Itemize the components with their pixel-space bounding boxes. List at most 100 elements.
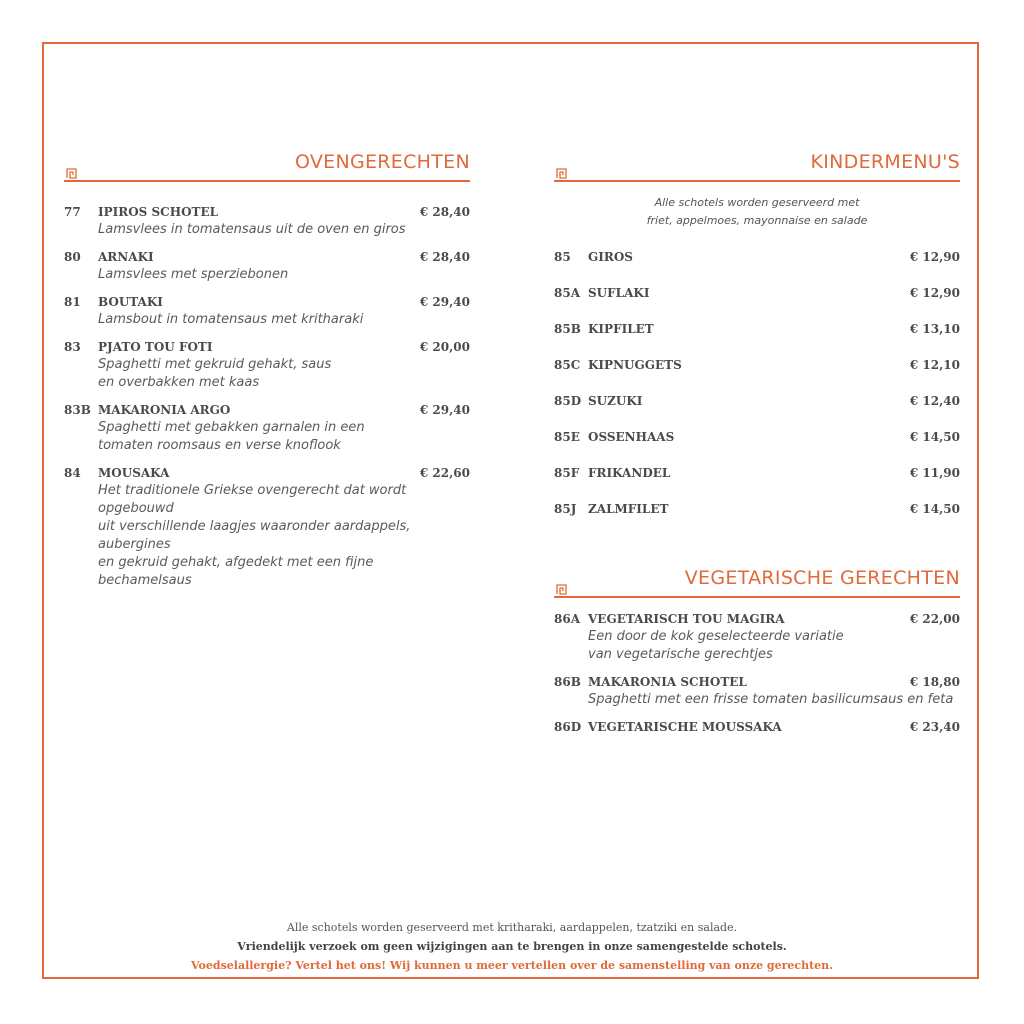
menu-item: 85J ZALMFILET € 14,50 (554, 500, 960, 518)
item-number: 85D (554, 394, 582, 408)
item-description: Spaghetti met gekruid gehakt, saus (98, 357, 332, 372)
greek-meander-icon (556, 168, 567, 179)
section-title: KINDERMENU'S (810, 151, 960, 173)
item-price: € 13,10 (909, 322, 960, 336)
item-number: 84 (64, 466, 81, 480)
item-number: 85B (554, 322, 581, 336)
item-name: ZALMFILET (588, 502, 669, 516)
intro-line: Alle schotels worden geserveerd met (654, 196, 860, 209)
item-price: € 12,90 (909, 286, 960, 300)
menu-item-row: 84 MOUSAKA € 22,60 (64, 464, 470, 482)
menu-item: 85E OSSENHAAS € 14,50 (554, 428, 960, 446)
item-description: Spaghetti met gebakken garnalen in een (98, 420, 365, 435)
menu-item-row: 85 GIROS € 12,90 (554, 248, 960, 266)
menu-item-row: 77 IPIROS SCHOTEL € 28,40 (64, 203, 470, 221)
item-name: VEGETARISCH TOU MAGIRA (588, 612, 785, 626)
item-name: OSSENHAAS (588, 430, 675, 444)
menu-item-row: 80 ARNAKI € 28,40 (64, 248, 470, 266)
footer-serving-note: Alle schotels worden geserveerd met krit… (286, 921, 738, 934)
menu-item-row: 83 PJATO TOU FOTI € 20,00 (64, 338, 470, 356)
item-price: € 11,90 (909, 466, 960, 480)
item-price: € 18,80 (909, 675, 960, 689)
footer-allergy-note: Voedselallergie? Vertel het ons! Wij kun… (191, 959, 833, 972)
item-number: 85J (554, 502, 577, 516)
section-header: VEGETARISCHE GERECHTEN (554, 566, 960, 598)
menu-item: 85F FRIKANDEL € 11,90 (554, 464, 960, 482)
menu-item: 83B MAKARONIA ARGO € 29,40 Spaghetti met ge… (64, 401, 470, 455)
item-number: 83B (64, 403, 91, 417)
menu-item-row: 86B MAKARONIA SCHOTEL € 18,80 (554, 673, 960, 691)
item-name: SUFLAKI (588, 286, 650, 300)
item-price: € 12,10 (909, 358, 960, 372)
item-number: 85C (554, 358, 581, 372)
menu-item-row: 85F FRIKANDEL € 11,90 (554, 464, 960, 482)
greek-meander-icon (556, 584, 567, 595)
item-price: € 14,50 (909, 502, 960, 516)
item-price: € 23,40 (909, 720, 960, 734)
item-description: Een door de kok geselecteerde variatie (588, 629, 844, 644)
footer-no-changes-note: Vriendelijk verzoek om geen wijzigingen … (237, 940, 787, 953)
item-price: € 12,90 (909, 250, 960, 264)
menu-item: 86A VEGETARISCH TOU MAGIRA € 22,00 Een door… (554, 610, 960, 664)
item-number: 81 (64, 295, 81, 309)
item-price: € 22,00 (909, 612, 960, 626)
menu-item: 86B MAKARONIA SCHOTEL € 18,80 Spaghetti met… (554, 673, 960, 709)
item-name: MAKARONIA SCHOTEL (588, 675, 747, 689)
item-number: 77 (64, 205, 81, 219)
item-name: KIPFILET (588, 322, 654, 336)
menu-item-row: 83B MAKARONIA ARGO € 29,40 (64, 401, 470, 419)
section-title: VEGETARISCHE GERECHTEN (684, 567, 960, 589)
item-name: SUZUKI (588, 394, 643, 408)
section-intro: Alle schotels worden geserveerd met frie… (554, 194, 960, 230)
item-name: BOUTAKI (98, 295, 163, 309)
intro-line: friet, appelmoes, mayonnaise en salade (646, 214, 868, 227)
greek-meander-icon (66, 168, 77, 179)
item-description: en gekruid gehakt, afgedekt met een fijn… (98, 555, 374, 588)
item-price: € 28,40 (419, 205, 470, 219)
item-name: MAKARONIA ARGO (98, 403, 231, 417)
item-name: VEGETARISCHE MOUSSAKA (588, 720, 782, 734)
item-description: tomaten roomsaus en verse knoflook (98, 438, 341, 453)
menu-item: 85D SUZUKI € 12,40 (554, 392, 960, 410)
item-price: € 29,40 (419, 295, 470, 309)
item-description: Lamsbout in tomatensaus met kritharaki (98, 312, 364, 327)
item-description: uit verschillende laagjes waaronder aard… (98, 519, 411, 552)
menu-item: 85 GIROS € 12,90 (554, 248, 960, 266)
item-number: 86A (554, 612, 581, 626)
menu-item-row: 86A VEGETARISCH TOU MAGIRA € 22,00 (554, 610, 960, 628)
item-name: ARNAKI (98, 250, 154, 264)
item-description: van vegetarische gerechtjes (588, 647, 773, 662)
item-name: MOUSAKA (98, 466, 170, 480)
item-description: Lamsvlees met sperziebonen (98, 267, 289, 282)
item-price: € 12,40 (909, 394, 960, 408)
menu-item-row: 86D VEGETARISCHE MOUSSAKA € 23,40 (554, 718, 960, 736)
item-description: Spaghetti met een frisse tomaten basilic… (588, 692, 954, 707)
item-price: € 14,50 (909, 430, 960, 444)
menu-item: 77 IPIROS SCHOTEL € 28,40 Lamsvlees in toma… (64, 203, 470, 239)
menu-item-row: 85B KIPFILET € 13,10 (554, 320, 960, 338)
menu-item: 85A SUFLAKI € 12,90 (554, 284, 960, 302)
item-name: IPIROS SCHOTEL (98, 205, 219, 219)
menu-item-row: 81 BOUTAKI € 29,40 (64, 293, 470, 311)
item-number: 85E (554, 430, 580, 444)
menu-item-row: 85E OSSENHAAS € 14,50 (554, 428, 960, 446)
item-name: PJATO TOU FOTI (98, 340, 213, 354)
item-name: FRIKANDEL (588, 466, 671, 480)
item-price: € 20,00 (419, 340, 470, 354)
menu-item: 83 PJATO TOU FOTI € 20,00 Spaghetti met gek… (64, 338, 470, 392)
section-ovengerechten: OVENGERECHTEN 77 IPIROS SCHOTEL € 28,40 Lam… (64, 150, 470, 599)
menu-item-row: 85D SUZUKI € 12,40 (554, 392, 960, 410)
item-name: KIPNUGGETS (588, 358, 682, 372)
section-header: OVENGERECHTEN (64, 150, 470, 182)
section-kindermenus: KINDERMENU'S Alle schotels worden geserv… (554, 150, 960, 536)
footer-notes: Alle schotels worden geserveerd met krit… (0, 918, 1024, 975)
item-price: € 22,60 (419, 466, 470, 480)
section-header: KINDERMENU'S (554, 150, 960, 182)
item-number: 83 (64, 340, 81, 354)
menu-item: 85B KIPFILET € 13,10 (554, 320, 960, 338)
item-description: en overbakken met kaas (98, 375, 260, 390)
item-price: € 28,40 (419, 250, 470, 264)
menu-item-row: 85A SUFLAKI € 12,90 (554, 284, 960, 302)
item-price: € 29,40 (419, 403, 470, 417)
item-description: Lamsvlees in tomatensaus uit de oven en … (98, 222, 406, 237)
